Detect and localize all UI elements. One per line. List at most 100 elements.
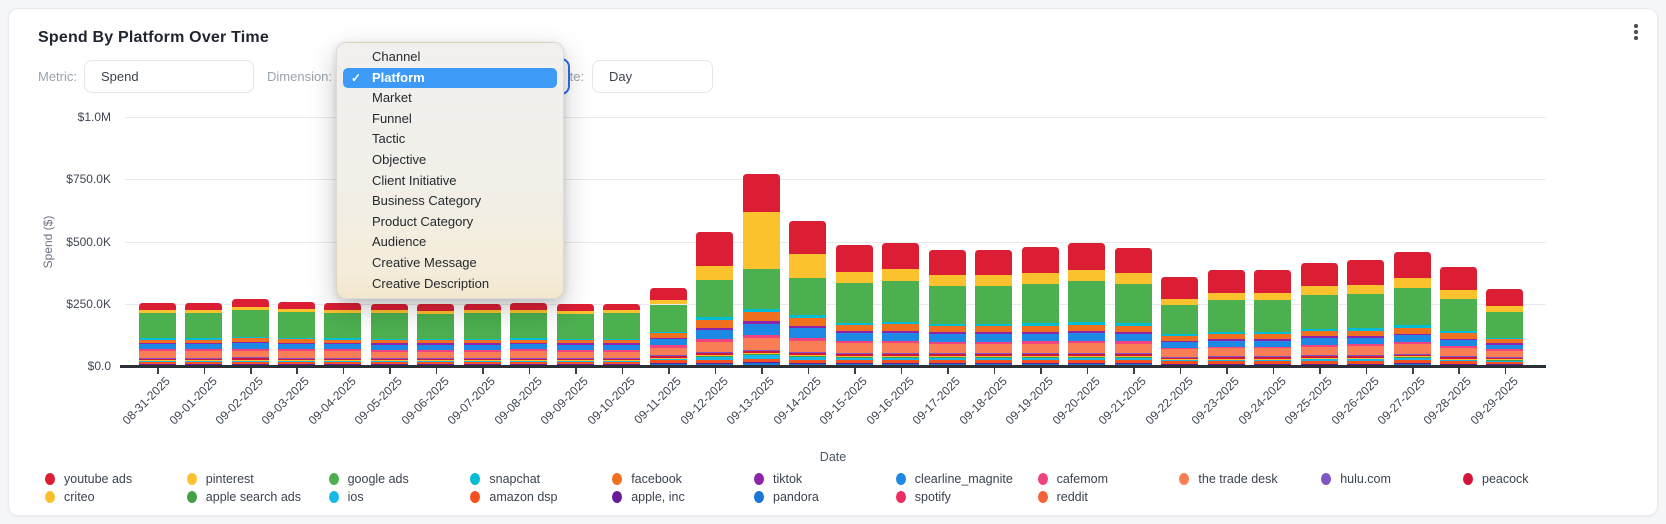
bar-segment[interactable]: [1347, 358, 1384, 360]
bar-segment[interactable]: [417, 338, 455, 340]
bar-segment[interactable]: [835, 363, 873, 365]
bar-segment[interactable]: [417, 358, 455, 360]
bar-segment[interactable]: [975, 324, 1013, 327]
bar-segment[interactable]: [324, 312, 362, 339]
bar-segment[interactable]: [1207, 292, 1245, 301]
bar-segment[interactable]: [277, 302, 315, 310]
bar-segment[interactable]: [696, 231, 734, 267]
bar-segment[interactable]: [1021, 356, 1059, 357]
bar-segment[interactable]: [835, 325, 873, 332]
bar-segment[interactable]: [1439, 348, 1477, 357]
bar-segment[interactable]: [138, 364, 176, 365]
bar-segment[interactable]: [1254, 334, 1291, 340]
bar-segment[interactable]: [1114, 356, 1152, 358]
bar-segment[interactable]: [1347, 328, 1384, 331]
bar-segment[interactable]: [1254, 356, 1291, 358]
bar-segment[interactable]: [835, 357, 873, 360]
bar-segment[interactable]: [370, 303, 408, 311]
bar-segment[interactable]: [417, 361, 455, 364]
bar-segment[interactable]: [1393, 363, 1431, 365]
legend-item[interactable]: facebook: [612, 470, 682, 487]
bar-segment[interactable]: [742, 350, 780, 352]
bar-segment[interactable]: [975, 364, 1013, 366]
bar-segment[interactable]: [789, 353, 827, 356]
bar-segment[interactable]: [928, 353, 966, 355]
bar-segment[interactable]: [1347, 361, 1384, 364]
bar-segment[interactable]: [1254, 359, 1291, 360]
bar-segment[interactable]: [649, 359, 687, 361]
bar-segment[interactable]: [1161, 364, 1199, 365]
legend-item[interactable]: peacock: [1463, 470, 1529, 487]
bar-segment[interactable]: [696, 320, 734, 328]
bar-segment[interactable]: [1114, 247, 1152, 274]
bar-segment[interactable]: [370, 349, 408, 352]
bar-segment[interactable]: [370, 363, 408, 365]
bar-segment[interactable]: [696, 351, 734, 353]
bar-segment[interactable]: [975, 275, 1013, 286]
bar-segment[interactable]: [1161, 359, 1199, 362]
bar-segment[interactable]: [603, 357, 641, 359]
bar-segment[interactable]: [370, 358, 408, 360]
bar-segment[interactable]: [417, 344, 455, 350]
bar-segment[interactable]: [1300, 336, 1338, 339]
bar-segment[interactable]: [324, 358, 362, 360]
bar-segment[interactable]: [928, 275, 966, 286]
legend-item[interactable]: the trade desk: [1179, 470, 1278, 487]
bar-segment[interactable]: [975, 353, 1013, 355]
dropdown-option-objective[interactable]: ✓Objective: [343, 150, 557, 171]
bar-segment[interactable]: [696, 327, 734, 331]
bar-segment[interactable]: [510, 338, 548, 340]
bar-segment[interactable]: [1347, 355, 1384, 357]
bar-segment[interactable]: [975, 354, 1013, 357]
bar-segment[interactable]: [510, 361, 548, 362]
bar-segment[interactable]: [1486, 361, 1524, 364]
bar-segment[interactable]: [789, 359, 827, 363]
bar-segment[interactable]: [1300, 357, 1338, 359]
bar-segment[interactable]: [185, 363, 222, 365]
bar-segment[interactable]: [417, 349, 455, 352]
bar-segment[interactable]: [1254, 359, 1291, 362]
bar-segment[interactable]: [185, 309, 222, 313]
bar-segment[interactable]: [1021, 325, 1059, 332]
bar-segment[interactable]: [975, 326, 1013, 333]
bar-segment[interactable]: [975, 359, 1013, 363]
bar-segment[interactable]: [1393, 327, 1431, 334]
bar-segment[interactable]: [603, 359, 641, 361]
bar-segment[interactable]: [1439, 290, 1477, 299]
bar-segment[interactable]: [882, 355, 920, 357]
bar-segment[interactable]: [1393, 362, 1431, 364]
legend-item[interactable]: google ads: [328, 470, 409, 487]
metric-select[interactable]: Spend: [84, 60, 254, 93]
bar-segment[interactable]: [463, 364, 501, 365]
bar-segment[interactable]: [1300, 344, 1338, 347]
bar-segment[interactable]: [463, 361, 501, 364]
bar-segment[interactable]: [1207, 270, 1245, 293]
bar-segment[interactable]: [928, 343, 966, 354]
bar-segment[interactable]: [463, 338, 501, 340]
bar-segment[interactable]: [556, 310, 594, 314]
bar-segment[interactable]: [138, 359, 176, 361]
bar-segment[interactable]: [1161, 356, 1199, 358]
bar-segment[interactable]: [928, 364, 966, 366]
bar-segment[interactable]: [231, 363, 269, 365]
bar-segment[interactable]: [1393, 358, 1431, 360]
bar-segment[interactable]: [417, 343, 455, 345]
bar-segment[interactable]: [510, 343, 548, 345]
bar-segment[interactable]: [1486, 349, 1524, 351]
bar-segment[interactable]: [928, 285, 966, 325]
bar-segment[interactable]: [1114, 273, 1152, 285]
bar-segment[interactable]: [370, 364, 408, 365]
bar-segment[interactable]: [1207, 357, 1245, 359]
bar-segment[interactable]: [1393, 288, 1431, 326]
bar-segment[interactable]: [1254, 332, 1291, 335]
bar-segment[interactable]: [649, 288, 687, 300]
bar-segment[interactable]: [742, 353, 780, 355]
bar-segment[interactable]: [510, 309, 548, 313]
bar-segment[interactable]: [510, 339, 548, 344]
bar-segment[interactable]: [463, 361, 501, 362]
bar-segment[interactable]: [185, 344, 222, 350]
bar-segment[interactable]: [1068, 355, 1106, 357]
bar-segment[interactable]: [975, 341, 1013, 344]
bar-segment[interactable]: [185, 361, 222, 364]
bar-segment[interactable]: [1439, 359, 1477, 360]
